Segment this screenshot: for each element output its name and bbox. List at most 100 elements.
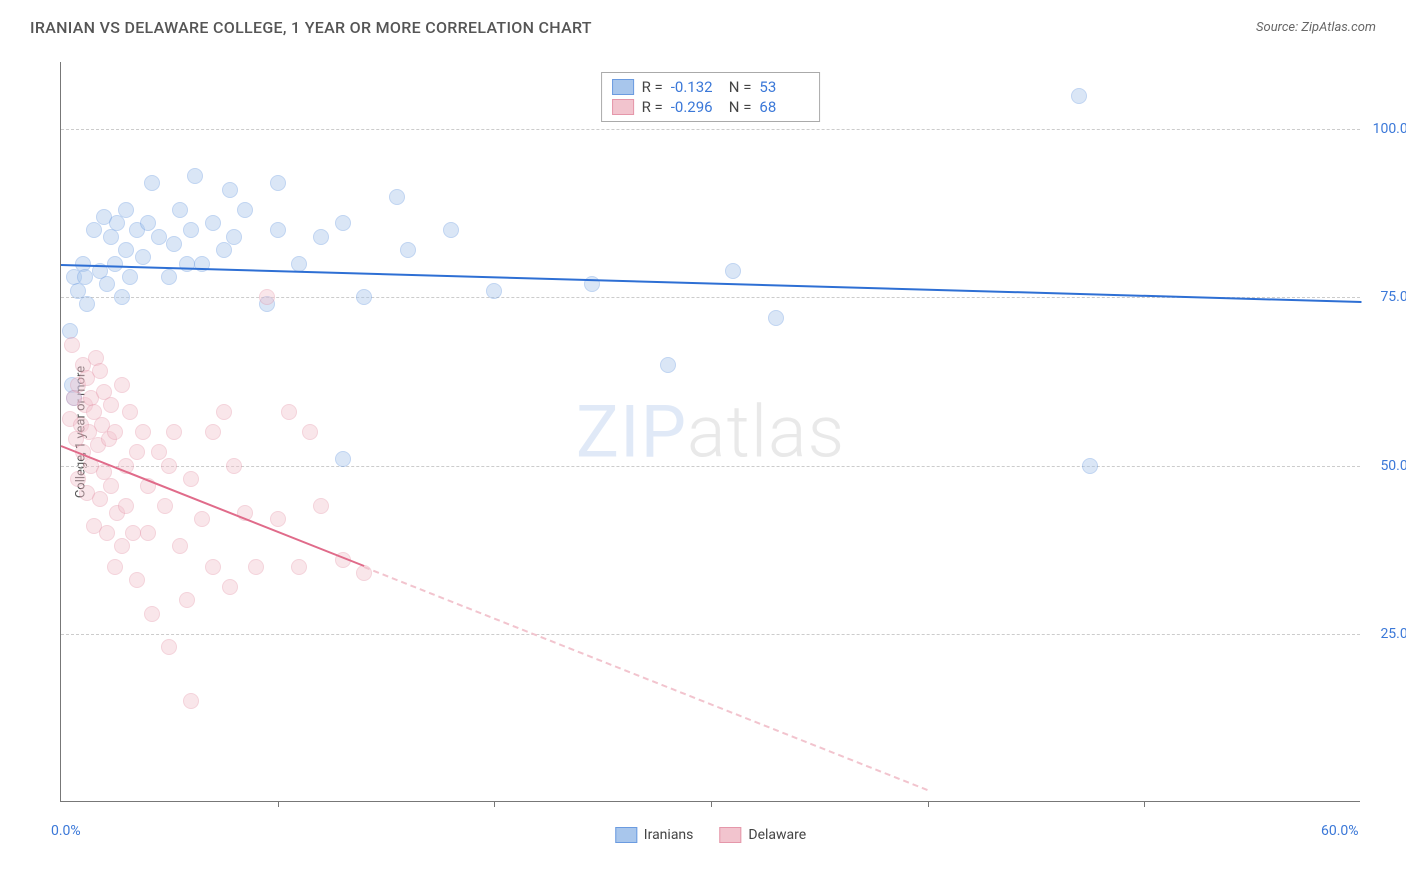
data-point	[222, 579, 238, 595]
data-point	[122, 404, 138, 420]
data-point	[270, 511, 286, 527]
data-point	[151, 444, 167, 460]
x-tick-label: 60.0%	[1321, 823, 1359, 839]
legend-n-label: N =	[729, 78, 752, 96]
data-point	[187, 168, 203, 184]
data-point	[125, 525, 141, 541]
legend-r-value: -0.132	[671, 78, 721, 96]
data-point	[356, 289, 372, 305]
data-point	[135, 249, 151, 265]
data-point	[122, 269, 138, 285]
data-point	[389, 189, 405, 205]
legend-row: R =-0.296N =68	[612, 97, 810, 117]
data-point	[151, 229, 167, 245]
gridline-horizontal	[61, 129, 1360, 130]
data-point	[77, 269, 93, 285]
data-point	[86, 222, 102, 238]
data-point	[1082, 458, 1098, 474]
series-legend-label: Delaware	[748, 827, 806, 843]
data-point	[205, 559, 221, 575]
data-point	[114, 289, 130, 305]
data-point	[92, 363, 108, 379]
data-point	[259, 289, 275, 305]
x-tick-label: 0.0%	[51, 823, 81, 839]
plot-area: ZIPatlas R =-0.132N =53R =-0.296N =68 Ir…	[60, 62, 1360, 802]
data-point	[161, 639, 177, 655]
data-point	[118, 202, 134, 218]
data-point	[183, 222, 199, 238]
data-point	[166, 424, 182, 440]
data-point	[135, 424, 151, 440]
legend-n-label: N =	[729, 98, 752, 116]
data-point	[313, 229, 329, 245]
data-point	[183, 693, 199, 709]
legend-row: R =-0.132N =53	[612, 77, 810, 97]
data-point	[109, 215, 125, 231]
x-tick-mark	[278, 801, 279, 807]
chart-container: College, 1 year or more ZIPatlas R =-0.1…	[50, 52, 1370, 812]
data-point	[335, 215, 351, 231]
data-point	[216, 404, 232, 420]
legend-r-value: -0.296	[671, 98, 721, 116]
gridline-horizontal	[61, 297, 1360, 298]
series-legend-item: Delaware	[719, 827, 806, 843]
gridline-horizontal	[61, 466, 1360, 467]
y-tick-label: 75.0%	[1380, 289, 1406, 305]
x-tick-mark	[711, 801, 712, 807]
data-point	[222, 182, 238, 198]
legend-swatch	[615, 827, 637, 843]
data-point	[107, 256, 123, 272]
data-point	[205, 215, 221, 231]
regression-line	[364, 566, 928, 791]
data-point	[114, 377, 130, 393]
data-point	[270, 175, 286, 191]
data-point	[172, 538, 188, 554]
data-point	[103, 478, 119, 494]
data-point	[248, 559, 264, 575]
data-point	[172, 202, 188, 218]
data-point	[183, 471, 199, 487]
data-point	[129, 444, 145, 460]
data-point	[179, 592, 195, 608]
data-point	[129, 572, 145, 588]
data-point	[64, 337, 80, 353]
data-point	[144, 175, 160, 191]
data-point	[226, 458, 242, 474]
data-point	[99, 525, 115, 541]
data-point	[660, 357, 676, 373]
y-tick-label: 50.0%	[1380, 458, 1406, 474]
series-legend: Iranians Delaware	[615, 827, 806, 843]
data-point	[107, 559, 123, 575]
data-point	[313, 498, 329, 514]
data-point	[291, 256, 307, 272]
chart-title: IRANIAN VS DELAWARE COLLEGE, 1 YEAR OR M…	[30, 18, 592, 37]
correlation-legend: R =-0.132N =53R =-0.296N =68	[601, 72, 821, 122]
x-tick-mark	[1144, 801, 1145, 807]
data-point	[99, 276, 115, 292]
y-tick-label: 25.0%	[1380, 626, 1406, 642]
data-point	[302, 424, 318, 440]
data-point	[486, 283, 502, 299]
data-point	[103, 397, 119, 413]
y-tick-label: 100.0%	[1373, 121, 1406, 137]
legend-swatch	[612, 99, 634, 115]
data-point	[725, 263, 741, 279]
data-point	[114, 538, 130, 554]
data-point	[216, 242, 232, 258]
data-point	[166, 236, 182, 252]
series-legend-label: Iranians	[644, 827, 694, 843]
legend-swatch	[612, 79, 634, 95]
data-point	[107, 424, 123, 440]
data-point	[194, 511, 210, 527]
legend-swatch	[719, 827, 741, 843]
legend-n-value: 53	[759, 78, 809, 96]
x-tick-mark	[494, 801, 495, 807]
data-point	[161, 269, 177, 285]
series-legend-item: Iranians	[615, 827, 694, 843]
gridline-horizontal	[61, 634, 1360, 635]
legend-n-value: 68	[759, 98, 809, 116]
data-point	[400, 242, 416, 258]
data-point	[237, 202, 253, 218]
data-point	[140, 525, 156, 541]
data-point	[144, 606, 160, 622]
